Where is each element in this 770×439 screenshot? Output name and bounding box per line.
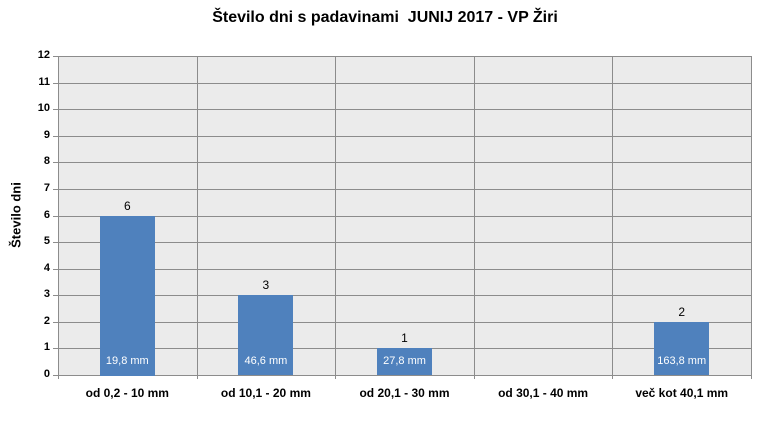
bar-value-label: 6 xyxy=(123,199,131,213)
y-tick-label: 12 xyxy=(37,49,50,61)
y-tick-mark xyxy=(53,56,58,57)
bar xyxy=(238,295,293,375)
h-gridline xyxy=(58,83,751,84)
y-tick-mark xyxy=(53,375,58,376)
y-tick-label: 2 xyxy=(43,315,50,327)
y-tick-label: 11 xyxy=(38,76,50,88)
h-gridline xyxy=(58,242,751,243)
h-gridline xyxy=(58,162,751,163)
v-gridline xyxy=(474,56,475,375)
x-category-label: od 20,1 - 30 mm xyxy=(359,386,450,400)
y-tick-label: 6 xyxy=(43,209,50,221)
y-tick-mark xyxy=(53,136,58,137)
y-tick-label: 9 xyxy=(43,129,50,141)
v-gridline xyxy=(751,56,752,375)
h-gridline xyxy=(58,56,751,57)
h-gridline xyxy=(58,216,751,217)
y-tick-mark xyxy=(53,242,58,243)
bar-inner-label: 163,8 mm xyxy=(657,355,707,367)
x-tick-mark xyxy=(58,375,59,379)
chart-title: Število dni s padavinami JUNIJ 2017 - VP… xyxy=(212,9,558,26)
bar xyxy=(654,322,709,375)
y-tick-mark xyxy=(53,295,58,296)
y-tick-label: 5 xyxy=(43,235,50,247)
y-tick-label: 4 xyxy=(43,262,50,274)
bar-inner-label: 19,8 mm xyxy=(105,355,149,367)
v-gridline xyxy=(197,56,198,375)
y-tick-mark xyxy=(53,162,58,163)
y-tick-mark xyxy=(53,189,58,190)
bar-value-label: 3 xyxy=(262,278,270,292)
y-tick-mark xyxy=(53,83,58,84)
y-tick-label: 0 xyxy=(43,368,50,380)
x-tick-mark xyxy=(335,375,336,379)
x-tick-mark xyxy=(474,375,475,379)
x-category-label: od 0,2 - 10 mm xyxy=(85,386,169,400)
x-tick-mark xyxy=(751,375,752,379)
y-tick-label: 3 xyxy=(43,288,50,300)
x-category-label: več kot 40,1 mm xyxy=(635,386,729,400)
bar xyxy=(100,216,155,376)
y-tick-label: 8 xyxy=(43,155,50,167)
h-gridline xyxy=(58,375,751,376)
bar-inner-label: 46,6 mm xyxy=(244,355,288,367)
h-gridline xyxy=(58,189,751,190)
bar-value-label: 2 xyxy=(678,305,686,319)
x-category-label: od 10,1 - 20 mm xyxy=(220,386,311,400)
v-gridline xyxy=(612,56,613,375)
v-gridline xyxy=(335,56,336,375)
h-gridline xyxy=(58,109,751,110)
h-gridline xyxy=(58,136,751,137)
y-tick-label: 7 xyxy=(43,182,50,194)
y-tick-mark xyxy=(53,348,58,349)
v-gridline xyxy=(58,56,59,375)
y-tick-mark xyxy=(53,269,58,270)
bar-value-label: 1 xyxy=(401,331,408,345)
y-tick-mark xyxy=(53,322,58,323)
bar xyxy=(377,348,432,375)
h-gridline xyxy=(58,322,751,323)
x-tick-mark xyxy=(197,375,198,379)
y-tick-mark xyxy=(53,216,58,217)
y-tick-label: 1 xyxy=(43,341,50,353)
bar-inner-label: 27,8 mm xyxy=(383,355,426,367)
y-tick-label: 10 xyxy=(37,102,50,114)
x-category-label: od 30,1 - 40 mm xyxy=(498,386,589,400)
x-tick-mark xyxy=(612,375,613,379)
y-tick-mark xyxy=(53,109,58,110)
h-gridline xyxy=(58,269,751,270)
h-gridline xyxy=(58,295,751,296)
